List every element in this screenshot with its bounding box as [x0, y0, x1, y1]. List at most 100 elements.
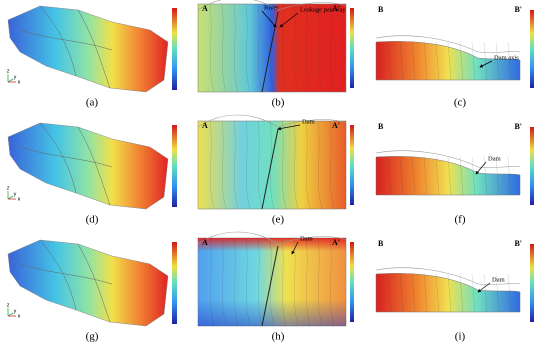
- contour: [281, 237, 287, 327]
- colorbar: [172, 8, 177, 90]
- contour: [329, 120, 335, 210]
- annotation-arrow: [291, 241, 299, 255]
- annotation-arrow: [277, 124, 301, 131]
- section-end: B': [514, 122, 522, 131]
- contour: [435, 156, 440, 196]
- fault-line: [19, 122, 113, 206]
- axis-y: [7, 78, 14, 83]
- model-3d: [7, 239, 169, 327]
- axis-label: z: [7, 186, 10, 192]
- contour: [423, 273, 428, 313]
- axis-label: y: [14, 192, 17, 198]
- contour: [459, 273, 464, 313]
- panel-label: (d): [86, 214, 99, 226]
- contour: [447, 156, 452, 196]
- section-end: A': [332, 121, 340, 130]
- axis-label: x: [18, 197, 21, 203]
- panel: zyx: [7, 5, 177, 93]
- panel: B B' Dam axis: [375, 5, 534, 88]
- annotation-arrow: [479, 60, 493, 68]
- section-start: A: [202, 121, 208, 130]
- contour: [471, 156, 476, 196]
- contour: [257, 3, 263, 93]
- annotation: Dam: [300, 235, 313, 242]
- panel: A A' Dam: [197, 231, 354, 327]
- contour: [483, 273, 488, 313]
- contour: [387, 273, 392, 313]
- panel: zyx: [7, 122, 177, 210]
- panel-label: (h): [272, 331, 285, 343]
- contour: [245, 120, 251, 210]
- section-plot: [197, 120, 347, 210]
- axis-label: x: [18, 80, 21, 86]
- annotation: River: [264, 4, 279, 11]
- section-start: B: [378, 122, 384, 131]
- axis-y: [7, 312, 14, 317]
- model-3d: [7, 5, 169, 93]
- contour: [233, 3, 239, 93]
- section-end: A': [332, 4, 340, 13]
- annotation: Dam axis: [494, 54, 519, 61]
- terrain: [197, 0, 347, 11]
- contour: [233, 237, 239, 327]
- contour: [507, 41, 512, 81]
- section-start: B: [378, 5, 384, 14]
- contour: [317, 120, 323, 210]
- panel: A A' River Leakage passway: [197, 0, 354, 93]
- colorbar: [350, 242, 354, 322]
- contour: [387, 41, 392, 81]
- contour: [435, 41, 440, 81]
- contour: [281, 120, 287, 210]
- contour: [293, 120, 299, 210]
- annotation-arrow: [475, 161, 487, 175]
- contour: [471, 273, 476, 313]
- fault-line: [261, 245, 279, 327]
- contour: [257, 237, 263, 327]
- axis-label: z: [7, 69, 10, 75]
- section-plot: [375, 41, 521, 81]
- colorbar: [530, 127, 534, 205]
- colorbar: [350, 8, 354, 88]
- contour: [387, 156, 392, 196]
- contour: [399, 41, 404, 81]
- panel-label: (f): [455, 214, 466, 226]
- contour: [257, 120, 263, 210]
- contour: [245, 237, 251, 327]
- section-end: B': [514, 239, 522, 248]
- section-plot: [197, 3, 347, 93]
- contour: [399, 156, 404, 196]
- contour: [423, 156, 428, 196]
- colorbar: [172, 242, 177, 324]
- contour: [221, 3, 227, 93]
- section-end: A': [332, 238, 340, 247]
- contour: [305, 120, 311, 210]
- annotation-arrow: [279, 12, 299, 28]
- terrain: [375, 267, 521, 285]
- contour: [209, 237, 215, 327]
- contour: [411, 156, 416, 196]
- fault-line: [19, 239, 113, 323]
- contour: [245, 3, 251, 93]
- contour: [281, 3, 287, 93]
- section-start: A: [202, 238, 208, 247]
- colorbar: [172, 125, 177, 207]
- contour: [447, 41, 452, 81]
- contour: [329, 237, 335, 327]
- contour: [233, 120, 239, 210]
- annotation: Dam: [488, 155, 501, 162]
- colorbar: [530, 10, 534, 88]
- contour: [329, 3, 335, 93]
- contour: [507, 156, 512, 196]
- terrain: [375, 150, 521, 168]
- contour: [411, 273, 416, 313]
- contour: [483, 41, 488, 81]
- contour: [459, 41, 464, 81]
- section-start: B: [378, 239, 384, 248]
- contour: [399, 273, 404, 313]
- axis-label: x: [18, 314, 21, 320]
- axis-y: [7, 195, 14, 200]
- panel-label: (i): [455, 331, 466, 343]
- panel-label: (e): [272, 214, 285, 226]
- contour: [221, 237, 227, 327]
